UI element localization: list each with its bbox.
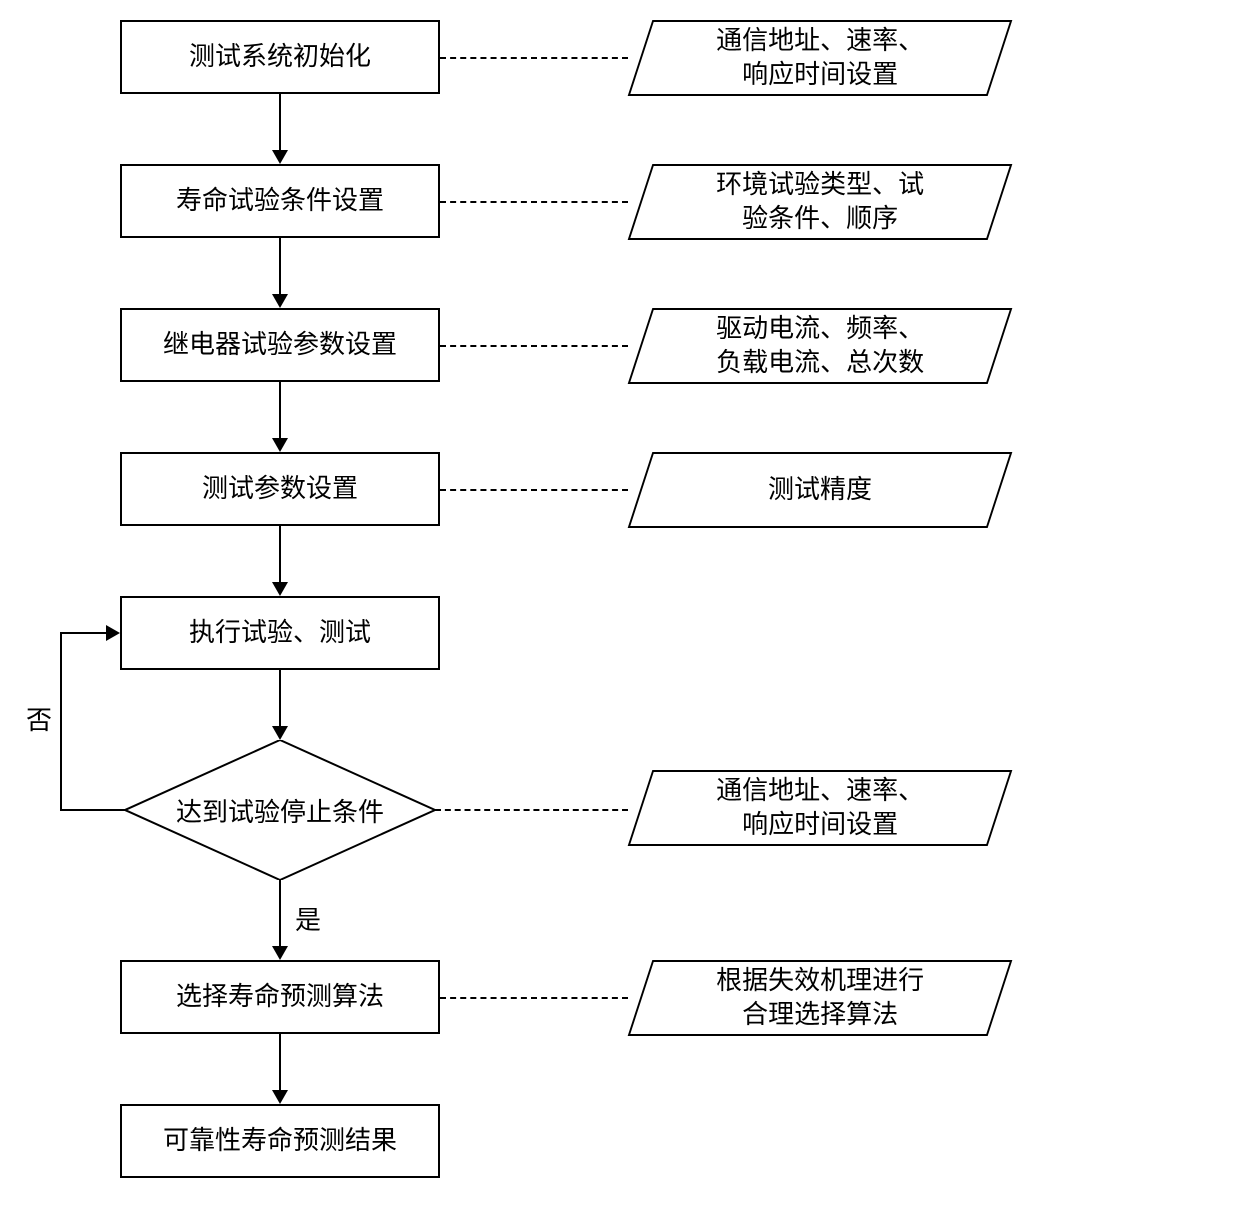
annot-relay-param: 驱动电流、频率、 负载电流、总次数: [628, 308, 1013, 384]
arrow-line: [279, 880, 281, 946]
arrow-line: [279, 670, 281, 726]
dash-connector: [440, 57, 628, 59]
node-select-algo: 选择寿命预测算法: [120, 960, 440, 1034]
annot-init: 通信地址、速率、 响应时间设置: [628, 20, 1013, 96]
node-decision: 达到试验停止条件: [125, 740, 435, 880]
node-label: 执行试验、测试: [189, 616, 371, 650]
annot-test-param: 测试精度: [628, 452, 1013, 528]
annot-line1: 环境试验类型、试: [716, 170, 924, 199]
node-init: 测试系统初始化: [120, 20, 440, 94]
dash-connector: [435, 809, 628, 811]
node-label: 可靠性寿命预测结果: [163, 1124, 397, 1158]
annot-line2: 响应时间设置: [742, 810, 898, 839]
arrow-head-icon: [272, 150, 288, 164]
annot-line1: 通信地址、速率、: [716, 26, 924, 55]
arrow-head-icon: [272, 294, 288, 308]
annot-algo: 根据失效机理进行 合理选择算法: [628, 960, 1013, 1036]
edge-label-yes: 是: [295, 900, 321, 937]
loop-h2: [60, 632, 106, 634]
node-label: 测试参数设置: [202, 472, 358, 506]
node-label: 选择寿命预测算法: [176, 980, 384, 1014]
annot-decision: 通信地址、速率、 响应时间设置: [628, 770, 1013, 846]
annot-line1: 通信地址、速率、: [716, 776, 924, 805]
annot-line2: 合理选择算法: [742, 1000, 898, 1029]
node-run-test: 执行试验、测试: [120, 596, 440, 670]
node-label: 测试系统初始化: [189, 40, 371, 74]
node-test-param: 测试参数设置: [120, 452, 440, 526]
loop-h1: [60, 809, 126, 811]
dash-connector: [440, 345, 628, 347]
arrow-line: [279, 238, 281, 294]
annot-line1: 驱动电流、频率、: [716, 314, 924, 343]
arrow-head-icon: [272, 726, 288, 740]
arrow-line: [279, 382, 281, 438]
arrow-line: [279, 1034, 281, 1090]
node-label: 达到试验停止条件: [176, 792, 384, 829]
dash-connector: [440, 201, 628, 203]
arrow-head-icon: [106, 625, 120, 641]
annot-life-cond: 环境试验类型、试 验条件、顺序: [628, 164, 1013, 240]
node-life-cond: 寿命试验条件设置: [120, 164, 440, 238]
arrow-head-icon: [272, 438, 288, 452]
arrow-head-icon: [272, 582, 288, 596]
annot-line1: 根据失效机理进行: [716, 966, 924, 995]
edge-label-no: 否: [26, 700, 52, 737]
annot-single: 测试精度: [768, 475, 872, 504]
arrow-head-icon: [272, 1090, 288, 1104]
node-label: 寿命试验条件设置: [176, 184, 384, 218]
loop-v: [60, 632, 62, 811]
dash-connector: [440, 489, 628, 491]
arrow-line: [279, 526, 281, 582]
annot-line2: 响应时间设置: [742, 60, 898, 89]
node-label: 继电器试验参数设置: [163, 328, 397, 362]
dash-connector: [440, 997, 628, 999]
node-relay-param: 继电器试验参数设置: [120, 308, 440, 382]
node-result: 可靠性寿命预测结果: [120, 1104, 440, 1178]
flowchart-canvas: 测试系统初始化 寿命试验条件设置 继电器试验参数设置 测试参数设置 执行试验、测…: [20, 20, 1220, 1208]
annot-line2: 验条件、顺序: [742, 204, 898, 233]
arrow-line: [279, 94, 281, 150]
annot-line2: 负载电流、总次数: [716, 348, 924, 377]
arrow-head-icon: [272, 946, 288, 960]
